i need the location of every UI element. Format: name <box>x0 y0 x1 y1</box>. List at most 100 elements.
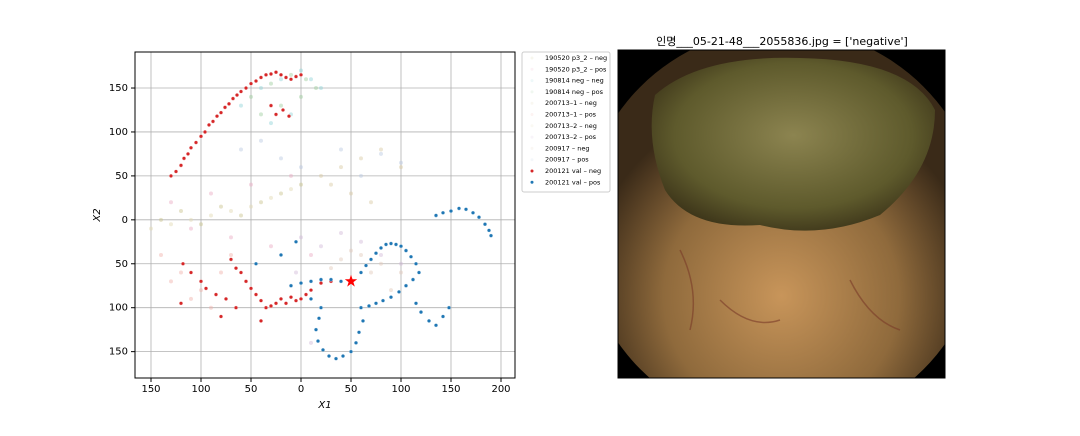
point <box>364 263 368 268</box>
point <box>374 251 378 256</box>
point <box>249 94 253 99</box>
point <box>319 86 323 91</box>
point <box>219 270 223 275</box>
point <box>359 239 363 244</box>
point <box>259 318 263 323</box>
point <box>379 252 383 257</box>
point <box>304 77 308 82</box>
point <box>239 89 243 94</box>
point <box>294 298 298 303</box>
point <box>223 105 227 110</box>
point <box>219 204 223 209</box>
point <box>249 286 253 291</box>
point <box>209 191 213 196</box>
point <box>341 354 345 358</box>
point <box>441 210 445 215</box>
point <box>316 339 320 344</box>
point <box>334 356 338 361</box>
x-tick-label: 100 <box>391 384 410 395</box>
point <box>379 147 383 152</box>
point <box>464 207 468 212</box>
x-tick-label: 100 <box>191 384 210 395</box>
point <box>329 182 333 187</box>
point <box>274 70 278 75</box>
point <box>204 286 208 291</box>
point <box>299 235 303 240</box>
point <box>269 72 273 76</box>
point <box>289 283 293 288</box>
point <box>279 253 283 257</box>
point <box>199 134 203 139</box>
point <box>299 68 303 73</box>
point <box>483 222 487 227</box>
highlight-star <box>344 274 358 287</box>
legend-marker <box>530 135 534 139</box>
legend-label: 200121 val – pos <box>545 178 601 186</box>
point <box>309 296 313 301</box>
point <box>227 101 231 106</box>
point <box>289 77 293 82</box>
endoscopy-image <box>617 49 946 379</box>
point <box>299 165 303 170</box>
point <box>321 347 325 352</box>
point <box>281 108 285 112</box>
legend-label: 200713–1 – pos <box>545 111 597 119</box>
y-tick-label: 150 <box>109 347 128 358</box>
point <box>449 209 453 213</box>
point <box>179 301 183 306</box>
point <box>279 77 283 82</box>
point <box>397 289 401 294</box>
point <box>269 244 273 249</box>
legend-label: 200917 – neg <box>545 144 589 152</box>
point <box>299 94 303 99</box>
point <box>279 156 283 161</box>
point <box>254 292 258 297</box>
point <box>349 248 353 253</box>
point <box>319 277 323 282</box>
point <box>182 156 186 161</box>
point <box>249 182 253 187</box>
legend-marker <box>530 146 534 150</box>
point <box>244 279 248 284</box>
point <box>169 173 173 178</box>
point <box>309 340 313 345</box>
point <box>203 130 207 134</box>
point <box>289 187 293 192</box>
point <box>269 81 273 86</box>
point <box>269 303 273 308</box>
point <box>215 114 219 119</box>
point <box>409 254 413 259</box>
point <box>379 151 383 156</box>
point <box>427 318 431 323</box>
point <box>259 86 263 91</box>
point <box>299 296 303 301</box>
point <box>259 298 263 303</box>
y-tick-label: 50 <box>115 259 128 270</box>
point <box>254 79 258 83</box>
legend-marker <box>530 90 534 94</box>
image-title: 인명___05-21-48___2055836.jpg = ['negative… <box>656 35 908 48</box>
point <box>179 270 183 275</box>
point <box>287 114 291 119</box>
point <box>209 213 213 218</box>
point <box>289 72 293 77</box>
point <box>249 81 253 86</box>
legend-marker <box>530 169 534 173</box>
point <box>239 103 243 108</box>
point <box>179 209 183 214</box>
point <box>304 292 308 297</box>
point <box>399 160 403 165</box>
point <box>229 252 233 257</box>
legend-label: 190814 neg – neg <box>545 77 604 85</box>
point <box>284 301 288 306</box>
axes-frame <box>134 51 516 379</box>
point <box>279 296 283 301</box>
x-axis-label: X1 <box>317 400 331 411</box>
point <box>361 318 365 323</box>
point <box>471 210 475 215</box>
legend-marker <box>530 180 534 184</box>
y-tick-label: 50 <box>115 171 128 182</box>
point <box>489 233 493 238</box>
point <box>279 72 283 77</box>
point <box>354 340 358 345</box>
